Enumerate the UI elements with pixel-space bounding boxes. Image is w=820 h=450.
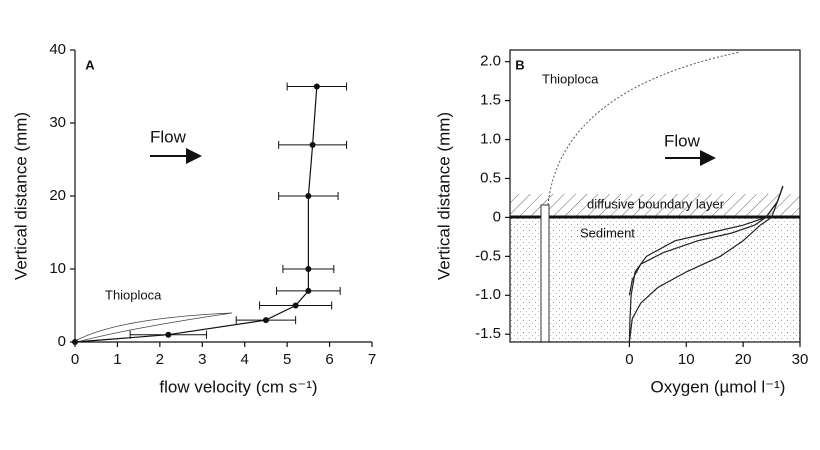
x-tick-label: 2 <box>156 351 164 368</box>
data-point <box>305 266 312 272</box>
y-tick-label: 0 <box>58 333 66 350</box>
x-tick-label: 3 <box>198 351 206 368</box>
y-tick-label: 30 <box>49 114 66 131</box>
data-point <box>72 339 78 345</box>
y-tick-label: 0 <box>493 208 501 225</box>
data-point <box>292 302 299 309</box>
x-tick-label: 5 <box>283 351 291 368</box>
thioploca-filament <box>76 312 233 343</box>
x-axis-label: Oxygen (µmol l⁻¹) <box>651 377 786 396</box>
data-point <box>309 141 316 148</box>
annotation: diffusive boundary layer <box>587 196 725 211</box>
x-tick-label: 1 <box>113 351 121 368</box>
thioploca-filament <box>547 51 741 206</box>
y-tick-label: -1.5 <box>475 325 501 342</box>
x-tick-label: 30 <box>792 351 809 368</box>
x-tick-label: 0 <box>71 351 79 368</box>
annotation: Flow <box>150 127 187 146</box>
annotation: Flow <box>664 131 701 150</box>
data-point <box>262 317 269 324</box>
data-line <box>628 186 784 343</box>
data-line <box>628 186 784 296</box>
x-tick-label: 20 <box>735 351 752 368</box>
panel-label: A <box>85 57 95 72</box>
data-point <box>165 331 172 338</box>
panel-label: B <box>515 57 524 72</box>
annotation: Sediment <box>580 225 635 240</box>
x-tick-label: 6 <box>325 351 333 368</box>
x-axis-label: flow velocity (cm s⁻¹) <box>159 377 317 396</box>
data-line <box>74 86 318 343</box>
x-tick-label: 7 <box>368 351 376 368</box>
boundary-layer <box>510 194 800 217</box>
y-axis-label: Vertical distance (mm) <box>11 112 30 280</box>
x-tick-label: 10 <box>678 351 695 368</box>
y-tick-label: 1.0 <box>480 131 501 148</box>
y-tick-label: 20 <box>49 187 66 204</box>
thioploca-filament <box>540 204 550 343</box>
y-tick-label: 1.5 <box>480 92 501 109</box>
annotation: Thioploca <box>542 71 599 86</box>
y-tick-label: 2.0 <box>480 53 501 70</box>
y-axis-label: Vertical distance (mm) <box>434 112 453 280</box>
data-point <box>305 287 312 294</box>
y-tick-label: 40 <box>49 41 66 58</box>
y-tick-label: -1.0 <box>475 286 501 303</box>
y-tick-label: 10 <box>49 260 66 277</box>
x-tick-label: 0 <box>625 351 633 368</box>
data-point <box>313 83 320 90</box>
sediment-area <box>510 217 800 342</box>
y-tick-label: -0.5 <box>475 247 501 264</box>
x-tick-label: 4 <box>241 351 249 368</box>
annotation: Thioploca <box>105 287 162 302</box>
y-tick-label: 0.5 <box>480 169 501 186</box>
data-point <box>305 193 312 199</box>
plot-frame <box>509 49 801 343</box>
